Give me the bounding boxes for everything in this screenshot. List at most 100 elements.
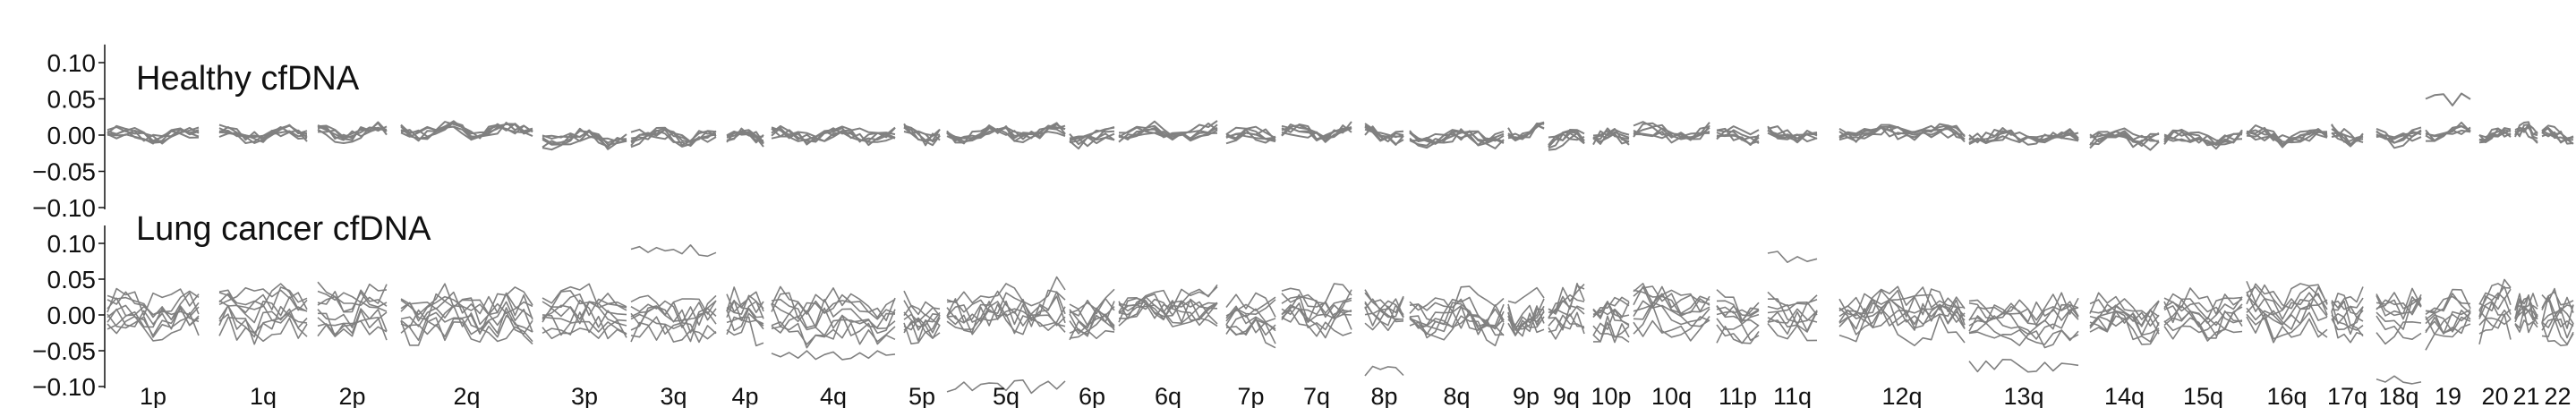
series-line-10q — [1633, 304, 1710, 338]
series-line-8q — [1409, 130, 1505, 144]
series-line-1q — [218, 304, 308, 338]
series-line-11q — [1767, 310, 1818, 336]
series-line-19 — [2425, 323, 2471, 351]
series-line-2p — [317, 316, 388, 341]
series-line-9p — [1507, 123, 1545, 142]
series-line-11q — [1767, 301, 1818, 316]
series-line-21 — [2514, 293, 2538, 325]
series-line-5p — [903, 313, 941, 327]
series-line-16q — [2246, 311, 2328, 340]
series-line-18q — [2376, 297, 2422, 330]
series-line-3p — [542, 130, 627, 146]
series-line-5q — [946, 309, 1066, 336]
series-line-16q — [2246, 302, 2328, 330]
series-line-2q — [400, 304, 533, 335]
series-line-17q — [2331, 132, 2364, 148]
series-line-19 — [2425, 314, 2471, 333]
series-line-1p — [107, 292, 200, 321]
series-line-11p — [1716, 324, 1760, 344]
x-tick-label-8p: 8p — [1370, 383, 1397, 408]
series-line-10p — [1592, 296, 1630, 318]
series-line-10p — [1592, 296, 1630, 318]
series-line-5p — [903, 123, 941, 143]
series-line-3q — [630, 310, 717, 343]
series-line-17q — [2331, 302, 2364, 325]
x-tick-label-12q: 12q — [1881, 383, 1922, 408]
x-tick-label-3q: 3q — [660, 383, 687, 408]
series-line-10p — [1592, 132, 1630, 145]
series-line-17q — [2331, 297, 2364, 310]
series-line-17q — [2331, 300, 2364, 327]
series-line-6q — [1118, 296, 1218, 323]
x-tick-label-21: 21 — [2512, 383, 2539, 408]
series-line-12q — [1838, 123, 1966, 140]
series-line-4q — [771, 127, 896, 147]
series-line-4q — [771, 126, 896, 139]
series-line-5q — [946, 276, 1066, 307]
x-tick-label-19: 19 — [2435, 383, 2461, 408]
series-line-6q — [1118, 300, 1218, 318]
series-line-9p — [1507, 123, 1545, 140]
series-line-1q — [218, 126, 308, 140]
series-line-4q — [771, 350, 896, 361]
series-line-7q — [1281, 127, 1352, 143]
series-line-9q — [1548, 304, 1585, 331]
series-line-9p — [1507, 305, 1545, 336]
series-line-7q — [1281, 123, 1352, 140]
series-line-22 — [2541, 322, 2574, 347]
series-line-21 — [2514, 310, 2538, 334]
series-line-2q — [400, 291, 533, 319]
series-line-11q — [1767, 291, 1818, 307]
series-line-17q — [2331, 124, 2364, 140]
x-tick-label-8q: 8q — [1443, 383, 1470, 408]
series-line-7q — [1281, 309, 1352, 337]
series-line-15q — [2163, 305, 2243, 336]
series-line-8p — [1364, 298, 1404, 318]
x-tick-label-11p: 11p — [1719, 383, 1757, 408]
series-line-11q — [1767, 322, 1818, 342]
series-line-7q — [1281, 289, 1352, 319]
series-line-14q — [2089, 132, 2160, 151]
series-line-11q — [1767, 125, 1818, 140]
series-line-2q — [400, 310, 533, 342]
series-line-7q — [1281, 302, 1352, 331]
series-line-9q — [1548, 293, 1585, 319]
series-line-5q — [946, 124, 1066, 145]
series-line-14q — [2089, 127, 2160, 139]
x-tick-label-1q: 1q — [250, 383, 277, 408]
series-line-3p — [542, 283, 627, 309]
series-line-21 — [2514, 308, 2538, 329]
series-line-19 — [2425, 309, 2471, 336]
series-line-3p — [542, 130, 627, 146]
series-line-15q — [2163, 287, 2243, 316]
x-tick-label-7p: 7p — [1237, 383, 1264, 408]
series-line-22 — [2541, 130, 2574, 145]
series-line-13q — [1968, 292, 2079, 323]
series-line-15q — [2163, 310, 2243, 339]
series-line-2p — [317, 281, 388, 307]
series-line-13q — [1968, 358, 2079, 373]
series-line-5q — [946, 128, 1066, 144]
x-tick-label-10q: 10q — [1651, 383, 1692, 408]
series-line-1p — [107, 126, 200, 145]
series-line-9p — [1507, 305, 1545, 330]
series-line-2p — [317, 319, 388, 337]
series-line-3q — [630, 126, 717, 143]
series-line-5p — [903, 322, 941, 345]
series-line-7q — [1281, 309, 1352, 323]
series-line-6p — [1069, 136, 1115, 150]
x-tick-label-1p: 1p — [140, 383, 166, 408]
series-line-8q — [1409, 315, 1505, 347]
series-line-6p — [1069, 297, 1115, 317]
series-line-8q — [1409, 285, 1505, 312]
series-line-10q — [1633, 316, 1710, 342]
series-line-10q — [1633, 285, 1710, 316]
series-line-4p — [726, 286, 764, 312]
series-line-18q — [2376, 315, 2422, 341]
series-line-11p — [1716, 305, 1760, 327]
y-tick-label: −0.05 — [32, 337, 96, 365]
series-line-6p — [1069, 308, 1115, 335]
series-line-17q — [2331, 286, 2364, 309]
lung-cancer-panel: Lung cancer cfDNA 0.10 0.05 0.00 −0.05 −0.10 — [32, 210, 2574, 401]
